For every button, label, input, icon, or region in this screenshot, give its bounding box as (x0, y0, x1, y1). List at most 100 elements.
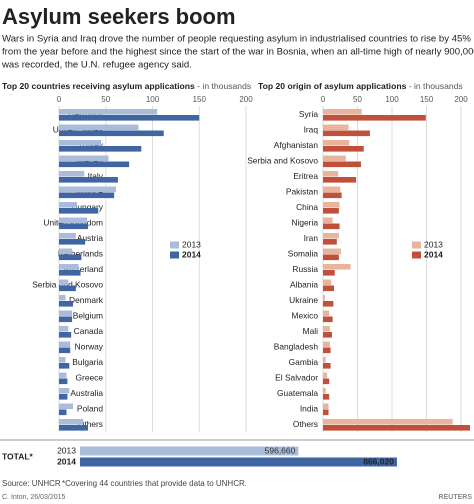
category-label: El Salvador (275, 373, 318, 383)
bar (59, 202, 77, 208)
bar (323, 177, 357, 183)
category-label: Others (78, 419, 103, 429)
category-label: Afghanistan (274, 140, 319, 150)
bar (59, 140, 102, 146)
category-label: Netherlands (58, 249, 103, 259)
bar (59, 239, 86, 245)
bar (59, 295, 66, 301)
bar (59, 115, 200, 121)
category-label: Iraq (304, 125, 319, 135)
category-label: Bangladesh (274, 342, 319, 352)
bar (59, 357, 66, 363)
bar (59, 409, 67, 416)
bar (323, 248, 341, 255)
bar (323, 388, 326, 394)
bar (59, 310, 73, 317)
bar (323, 301, 334, 307)
bar (59, 217, 88, 224)
category-label: Hungary (71, 202, 103, 212)
bar (323, 363, 331, 369)
credit: C. Inton, 26/03/2015 (2, 494, 66, 501)
bar (59, 279, 69, 286)
category-label: Nigeria (291, 218, 318, 228)
bar (323, 425, 470, 431)
x-tick-label: 150 (420, 95, 434, 104)
bar (323, 146, 364, 152)
total-year: 2014 (57, 456, 76, 466)
bar (323, 109, 362, 115)
bar (323, 419, 453, 425)
x-tick-label: 50 (101, 95, 110, 104)
bar (59, 347, 71, 354)
bar (323, 124, 349, 131)
category-label: Syria (299, 109, 318, 119)
category-label: India (300, 404, 319, 414)
category-label: Canada (74, 326, 104, 336)
bar (323, 285, 335, 292)
bar (323, 326, 330, 332)
note: *Covering 44 countries that provide data… (62, 479, 247, 488)
bar (323, 115, 426, 121)
bar (59, 425, 88, 431)
x-tick-label: 100 (146, 95, 160, 104)
category-label: Mexico (291, 311, 318, 321)
category-label: Switzerland (60, 264, 104, 274)
bar (59, 419, 84, 425)
bar (59, 363, 70, 369)
bar (323, 403, 329, 410)
bar (59, 248, 73, 255)
bar (323, 347, 331, 354)
bar (59, 388, 70, 394)
legend-label: 2014 (424, 249, 443, 259)
bar (59, 124, 139, 131)
chart-title: Top 20 origin of asylum applications (258, 81, 407, 91)
chart-title: Top 20 countries receiving asylum applic… (2, 81, 251, 91)
bar (59, 316, 73, 323)
bar (323, 394, 330, 400)
bar (323, 239, 337, 245)
bar (323, 264, 351, 270)
bar (323, 161, 361, 168)
category-label: Eritrea (293, 171, 318, 181)
category-label: Belgium (73, 311, 103, 321)
bar (59, 341, 71, 348)
bar (323, 140, 350, 146)
bar (59, 223, 88, 230)
bar (59, 192, 115, 199)
category-label: Albania (290, 280, 318, 290)
bar (323, 378, 330, 385)
bar (59, 394, 68, 400)
bar (323, 208, 339, 214)
bar (323, 409, 329, 416)
title: Asylum seekers boom (2, 4, 236, 29)
x-tick-label: 150 (193, 95, 207, 104)
bar (59, 208, 99, 214)
bar (323, 254, 339, 261)
x-tick-label: 200 (239, 95, 253, 104)
bar (59, 326, 69, 332)
category-label: Pakistan (286, 187, 318, 197)
bar (323, 372, 328, 379)
bar (323, 270, 335, 276)
total-year: 2013 (57, 445, 76, 455)
legend-swatch (170, 251, 179, 259)
legend-swatch (412, 251, 421, 259)
category-label: Iran (304, 233, 319, 243)
bar (323, 310, 330, 317)
legend-swatch (170, 241, 179, 249)
category-label: Denmark (69, 295, 104, 305)
chart-title: Top 20 countries receiving asylum applic… (2, 81, 195, 91)
bar (323, 202, 340, 208)
bar (323, 332, 332, 338)
bar (59, 161, 130, 168)
category-label: Poland (77, 404, 103, 414)
bar (323, 171, 339, 177)
total-bar (80, 446, 299, 456)
chart-unit: - in thousands (195, 81, 251, 91)
bar (59, 301, 74, 307)
bar (59, 130, 164, 137)
bar (323, 223, 340, 230)
x-tick-label: 100 (385, 95, 399, 104)
category-label: Guatemala (277, 388, 318, 398)
